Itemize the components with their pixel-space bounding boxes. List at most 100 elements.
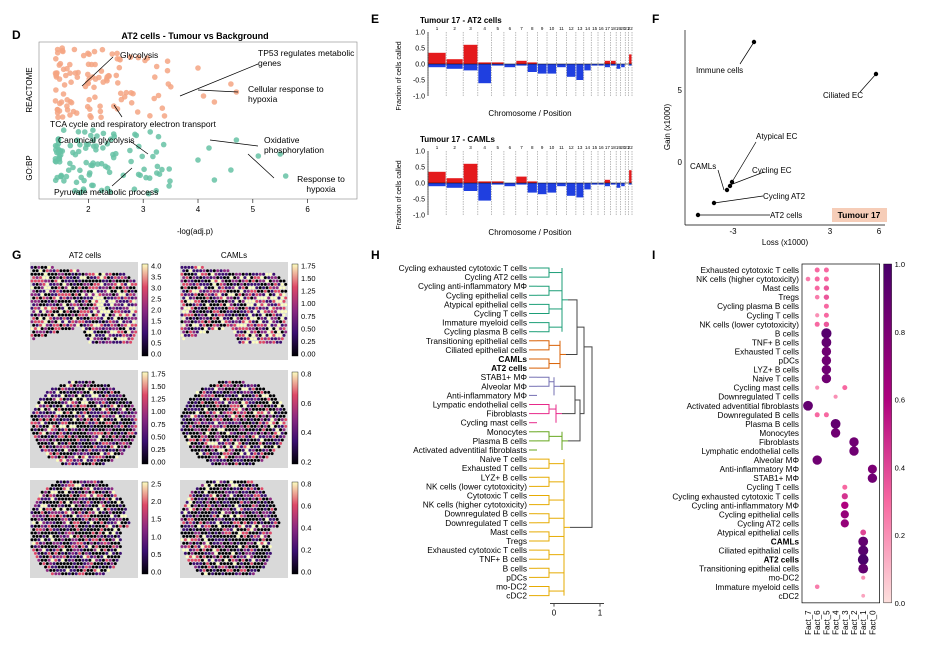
dot-gobp [150, 153, 156, 160]
dotplot-row-label: Cycling plasma B cells [717, 302, 799, 311]
chromosome-label: 9 [541, 145, 544, 150]
dotplot-dot [841, 501, 849, 509]
dot-gobp [206, 145, 212, 151]
dotplot-dot [849, 437, 859, 447]
gain-bar [491, 181, 504, 183]
dot-gobp [83, 159, 89, 166]
dotplot-factor-label: Fact_4 [832, 610, 841, 635]
colorbar-tick: 1.0 [151, 532, 161, 541]
dotplot-dot [823, 312, 829, 318]
dot-reactome [161, 113, 168, 119]
loss-bar [527, 64, 537, 72]
chromosome-label: 7 [520, 145, 523, 150]
panel-d-title: AT2 cells - Tumour vs Background [121, 31, 268, 41]
dotplot-row-label: pDCs [779, 357, 799, 366]
dot-gobp [98, 187, 105, 194]
loss-bar [584, 64, 591, 71]
dot-gobp [65, 167, 72, 173]
colorbar-tick: 0.8 [301, 370, 311, 379]
dendrogram-leaf: Exhausted cytotoxic T cells [427, 545, 527, 555]
dotplot-dot [814, 584, 820, 590]
dotplot-dot [841, 493, 848, 500]
dot-gobp [160, 141, 167, 148]
loss-bar [547, 64, 557, 74]
dot-gobp [67, 160, 73, 167]
dot-gobp [233, 137, 240, 143]
gain-bar [527, 181, 537, 183]
dendrogram-leaf: Fibroblasts [486, 409, 527, 419]
dot-gobp [90, 137, 97, 143]
dotplot-colorbar [883, 263, 892, 604]
colorbar-tick: 1.25 [151, 395, 166, 404]
dot-gobp [90, 143, 97, 149]
dotplot-dot [821, 328, 832, 339]
colorbar [141, 263, 149, 357]
colorbar-tick: 1.00 [301, 299, 316, 308]
dotplot-dot [814, 321, 820, 327]
colorbar-tick: 0.0 [151, 350, 161, 359]
panel-e-xlabel-2: Chromosome / Position [488, 228, 571, 237]
dot-gobp [139, 153, 145, 160]
dotplot-dot [823, 412, 829, 418]
dot-reactome [55, 114, 61, 121]
dotplot-colorbar-tick: 0.8 [895, 328, 905, 337]
loss-bar [621, 64, 625, 68]
dendrogram-leaf: Tregs [506, 536, 527, 546]
chromosome-label: 22 [628, 26, 634, 31]
dot-reactome [113, 72, 120, 79]
dot-reactome [152, 74, 158, 80]
dot-reactome [53, 56, 59, 62]
dot-reactome [117, 90, 124, 97]
colorbar-tick: 0.2 [301, 458, 311, 467]
colorbar-tick: 0.75 [301, 312, 316, 321]
dendrogram-leaf: Immature myeloid cells [442, 318, 527, 328]
dot-gobp [135, 171, 142, 178]
panel-d-ann-pyruvate: Pyruvate metabolic process [54, 187, 158, 197]
dendrogram-leaf: Cycling epithelial cells [446, 290, 527, 300]
dot-reactome [98, 68, 105, 74]
loss-bar [446, 183, 463, 188]
dot-reactome [86, 96, 92, 103]
dot-reactome [151, 95, 157, 102]
dotplot-colorbar-tick: 0.4 [895, 463, 905, 472]
dot-reactome [64, 97, 70, 103]
dotplot-dot [830, 428, 841, 438]
dendrogram-leaf: Naive T cells [480, 454, 527, 464]
colorbar-tick: 0.8 [301, 480, 311, 489]
dotplot-row-label: Cycling AT2 cells [737, 519, 799, 528]
dot-gobp [72, 187, 78, 194]
chromosome-label: 10 [549, 145, 555, 150]
dotplot-dot [830, 418, 841, 429]
panel-f-xtick-6: 6 [877, 227, 882, 236]
loss-bar [446, 64, 463, 69]
dotplot-dot [858, 536, 869, 547]
dendrogram-leaf: STAB1+ MΦ [481, 372, 528, 382]
dot-reactome [200, 93, 207, 99]
panel-d-ann-glycolysis: Glycolysis [120, 50, 158, 60]
dot-gobp [145, 190, 152, 197]
dotplot-row-label: Tregs [778, 293, 799, 302]
dotplot-dot [821, 364, 832, 375]
dot-reactome [159, 105, 166, 111]
dot-reactome [54, 50, 61, 56]
dendrogram-leaf: NK cells (lower cytotoxicity) [426, 481, 527, 491]
dot-gobp [141, 166, 147, 173]
chromosome-label: 15 [592, 145, 598, 150]
chromosome-label: 7 [520, 26, 523, 31]
dot-gobp [61, 178, 67, 184]
panel-f-point-at2: AT2 cells [770, 211, 802, 220]
dot-gobp [100, 145, 106, 151]
panel-d-ann-canonical: Canonical glycolysis [58, 135, 135, 145]
chromosome-label: 8 [531, 145, 534, 150]
dot-reactome [63, 72, 69, 79]
dot-gobp [154, 163, 161, 170]
dot-reactome [57, 100, 63, 107]
dot-gobp [195, 157, 201, 163]
dendrogram-leaf: NK cells (higher cytotoxicity) [423, 500, 527, 510]
loss-bar [463, 64, 478, 71]
colorbar-tick: 0.00 [151, 458, 166, 467]
dendrogram-leaf: Plasma B cells [473, 436, 527, 446]
dot-gobp [82, 145, 89, 151]
chromosome-label: 19 [616, 145, 622, 150]
dot-gobp [77, 167, 83, 174]
